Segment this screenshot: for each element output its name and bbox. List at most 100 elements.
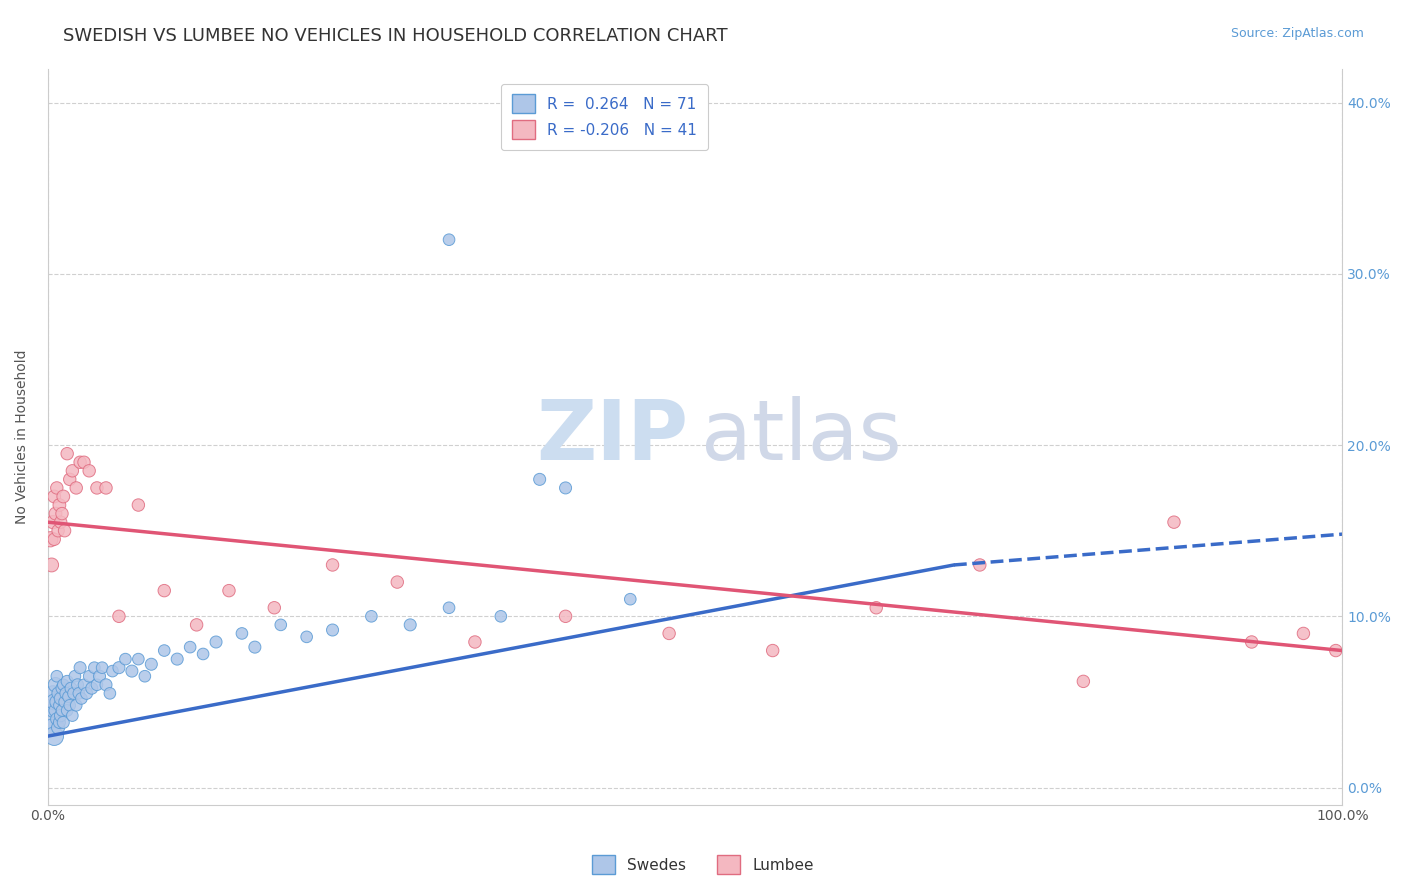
Point [77, 464, 100, 478]
Point [1240, 635, 1263, 649]
Point [69, 661, 91, 675]
Point [91, 661, 114, 675]
Point [80, 681, 103, 696]
Point [49, 708, 72, 723]
Point [48, 715, 70, 730]
Point [489, 609, 512, 624]
Point [243, 640, 266, 654]
Point [51, 703, 73, 717]
Point [46, 686, 69, 700]
Point [77, 669, 100, 683]
Point [45, 481, 67, 495]
Point [969, 558, 991, 572]
Point [153, 643, 176, 657]
Point [231, 626, 253, 640]
Point [60, 708, 83, 723]
Point [658, 626, 681, 640]
Point [70, 691, 93, 706]
Point [42, 515, 65, 529]
Point [127, 652, 149, 666]
Point [63, 669, 86, 683]
Point [44, 490, 66, 504]
Point [58, 690, 80, 704]
Text: SWEDISH VS LUMBEE NO VEHICLES IN HOUSEHOLD CORRELATION CHART: SWEDISH VS LUMBEE NO VEHICLES IN HOUSEHO… [63, 27, 728, 45]
Point [46, 524, 69, 538]
Point [42, 686, 65, 700]
Point [205, 635, 228, 649]
Point [263, 600, 285, 615]
Point [39, 712, 62, 726]
Y-axis label: No Vehicles in Household: No Vehicles in Household [15, 350, 30, 524]
Point [65, 698, 87, 713]
Point [76, 686, 98, 700]
Point [53, 524, 76, 538]
Point [83, 661, 105, 675]
Point [101, 664, 124, 678]
Point [73, 455, 96, 469]
Point [52, 715, 75, 730]
Point [42, 703, 65, 717]
Point [86, 481, 108, 495]
Point [114, 652, 136, 666]
Point [48, 698, 70, 713]
Point [39, 533, 62, 547]
Point [98, 686, 121, 700]
Point [49, 691, 72, 706]
Point [55, 686, 77, 700]
Point [51, 507, 73, 521]
Point [387, 575, 409, 590]
Legend: R =  0.264   N = 71, R = -0.206   N = 41: R = 0.264 N = 71, R = -0.206 N = 41 [501, 84, 707, 150]
Point [56, 447, 79, 461]
Point [41, 558, 63, 572]
Point [46, 721, 69, 735]
Point [108, 661, 131, 675]
Point [65, 481, 87, 495]
Point [44, 507, 66, 521]
Point [45, 669, 67, 683]
Point [56, 703, 79, 717]
Point [60, 464, 83, 478]
Text: ZIP: ZIP [537, 396, 689, 477]
Point [322, 623, 344, 637]
Point [62, 686, 84, 700]
Text: Source: ZipAtlas.com: Source: ZipAtlas.com [1230, 27, 1364, 40]
Point [1163, 515, 1185, 529]
Point [41, 721, 63, 735]
Point [153, 583, 176, 598]
Point [166, 652, 188, 666]
Point [45, 712, 67, 726]
Point [44, 695, 66, 709]
Point [51, 681, 73, 696]
Point [73, 678, 96, 692]
Point [48, 498, 70, 512]
Text: atlas: atlas [702, 396, 903, 477]
Point [191, 647, 214, 661]
Point [762, 643, 785, 657]
Point [270, 618, 292, 632]
Point [619, 592, 641, 607]
Point [52, 490, 75, 504]
Point [86, 678, 108, 692]
Point [59, 472, 82, 486]
Point [66, 678, 89, 692]
Point [554, 481, 576, 495]
Point [89, 669, 111, 683]
Point [52, 678, 75, 692]
Point [108, 609, 131, 624]
Point [67, 686, 90, 700]
Point [179, 640, 201, 654]
Point [322, 558, 344, 572]
Point [53, 695, 76, 709]
Point [437, 233, 460, 247]
Point [529, 472, 551, 486]
Point [44, 703, 66, 717]
Point [121, 664, 143, 678]
Point [1292, 626, 1315, 640]
Point [44, 533, 66, 547]
Point [56, 674, 79, 689]
Point [45, 695, 67, 709]
Point [437, 600, 460, 615]
Point [865, 600, 887, 615]
Point [360, 609, 382, 624]
Legend: Swedes, Lumbee: Swedes, Lumbee [586, 849, 820, 880]
